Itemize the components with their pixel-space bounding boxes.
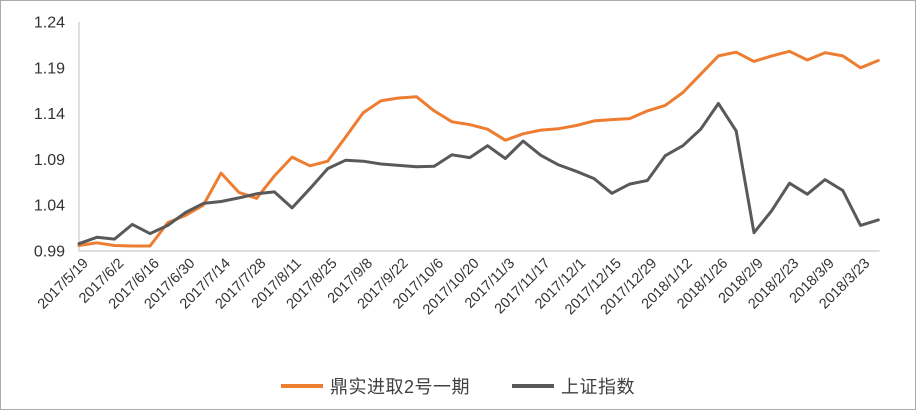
y-axis-tick-label: 0.99 [34,244,65,261]
series-line-0 [77,49,880,248]
legend-item-fund: 鼎实进取2号一期 [280,373,470,399]
y-axis-tick-label: 1.04 [34,198,65,215]
index-legend-label: 上证指数 [561,377,635,397]
fund-legend-line-icon [280,384,323,388]
y-axis-tick-label: 1.19 [34,60,65,77]
legend-item-index: 上证指数 [512,373,635,399]
y-axis-tick-label: 1.14 [34,106,65,123]
y-axis-tick-label: 1.09 [34,152,65,169]
y-axis-tick-label: 1.24 [34,15,65,32]
series-line-1 [77,102,880,246]
index-legend-line-icon [512,384,554,388]
chart-legend: 鼎实进取2号一期 上证指数 [1,373,915,399]
fund-legend-label: 鼎实进取2号一期 [329,377,470,397]
